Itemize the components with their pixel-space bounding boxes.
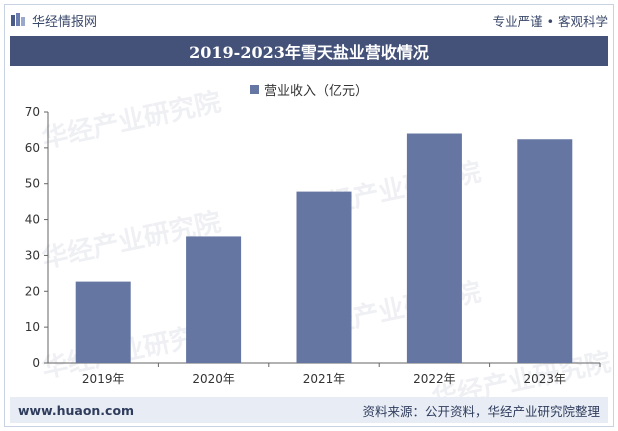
- bar-2019年: [75, 281, 131, 363]
- x-tick-label: 2020年: [192, 372, 235, 386]
- footer: www.huaon.com 资料来源：公开资料，华经产业研究院整理: [10, 397, 608, 423]
- tagline: 专业严谨 • 客观科学: [492, 13, 608, 29]
- top-bar: 华经情报网 专业严谨 • 客观科学: [10, 8, 608, 32]
- y-ticks: 0 10 20 30 40 50 60 70: [25, 105, 48, 370]
- y-tick-label: 10: [25, 320, 40, 334]
- source-note: 资料来源：公开资料，华经产业研究院整理: [362, 403, 600, 419]
- legend-label: 营业收入（亿元）: [263, 84, 368, 99]
- y-tick-label: 50: [25, 177, 40, 191]
- bar-2020年: [186, 236, 242, 363]
- y-tick-label: 20: [25, 284, 40, 298]
- x-tick-label: 2021年: [303, 372, 346, 386]
- y-tick-label: 40: [25, 213, 40, 227]
- chart-title: 2019-2023年雪天盐业营收情况: [189, 43, 429, 62]
- bar-2021年: [296, 191, 352, 363]
- x-tick-label: 2019年: [82, 372, 125, 386]
- chart-legend: 营业收入（亿元）: [0, 80, 618, 99]
- x-tick-label: 2023年: [524, 372, 567, 386]
- y-tick-label: 30: [25, 248, 40, 262]
- y-tick-label: 0: [32, 356, 40, 370]
- chart-title-bar: 2019-2023年雪天盐业营收情况: [10, 36, 608, 66]
- huajing-logo-icon: [11, 13, 25, 26]
- bars-group: [75, 133, 573, 363]
- bar-2022年: [406, 133, 462, 363]
- x-labels: 2019年 2020年 2021年 2022年 2023年: [82, 363, 601, 386]
- footer-url[interactable]: www.huaon.com: [18, 402, 135, 418]
- brand[interactable]: 华经情报网: [10, 11, 97, 30]
- x-tick-label: 2022年: [413, 372, 456, 386]
- y-tick-label: 70: [25, 105, 40, 119]
- legend-swatch: [249, 85, 259, 94]
- site-name: 华经情报网: [32, 14, 98, 30]
- y-tick-label: 60: [25, 141, 40, 155]
- bar-2023年: [517, 139, 573, 363]
